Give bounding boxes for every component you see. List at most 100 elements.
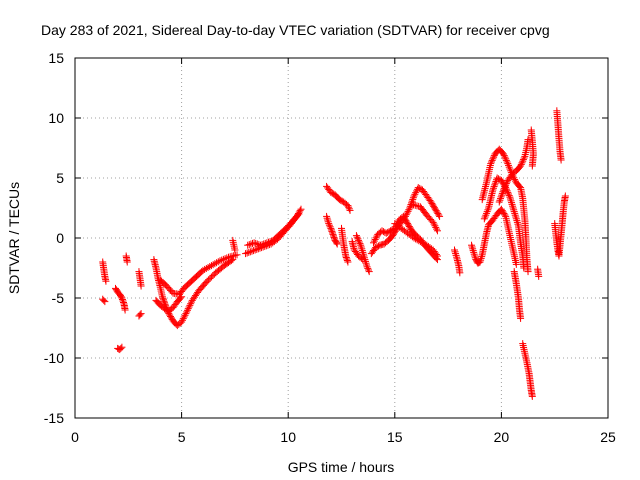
data-point [412, 189, 420, 197]
data-point [219, 255, 227, 263]
series-seg-13 [244, 210, 303, 249]
data-point [181, 311, 189, 319]
data-point [489, 184, 497, 192]
data-point [256, 241, 264, 249]
data-series [99, 107, 569, 400]
data-point [433, 227, 441, 235]
data-point [511, 175, 519, 183]
data-point [516, 182, 524, 190]
data-point [418, 239, 426, 246]
data-point [354, 235, 362, 243]
data-point [182, 310, 190, 318]
data-point [123, 258, 131, 266]
data-point [355, 238, 363, 246]
data-point [482, 211, 490, 219]
plot-frame [74, 57, 609, 419]
series-seg-01 [99, 258, 110, 285]
data-point [357, 241, 365, 249]
data-point [370, 237, 378, 245]
data-point [119, 297, 127, 305]
data-point [478, 253, 486, 261]
chart-title: Day 283 of 2021, Sidereal Day-to-day VTE… [41, 22, 550, 38]
series-seg-24 [468, 205, 520, 268]
data-point [323, 214, 331, 222]
x-tick-label: 25 [600, 429, 616, 445]
data-point [253, 240, 261, 248]
data-point [325, 221, 333, 229]
data-point [389, 232, 397, 240]
data-point [159, 294, 167, 302]
data-point [433, 225, 441, 233]
data-point [185, 303, 193, 311]
data-point [333, 239, 341, 247]
data-point [256, 244, 264, 252]
data-point [404, 207, 412, 215]
data-point [261, 239, 269, 247]
data-point [359, 250, 367, 258]
data-point [247, 240, 255, 248]
data-point [221, 255, 229, 263]
data-point [253, 245, 261, 253]
series-seg-29 [519, 340, 536, 400]
series-seg-30 [527, 126, 537, 170]
data-point [435, 211, 443, 219]
data-point [323, 212, 331, 220]
data-point [513, 217, 521, 225]
data-point [183, 308, 191, 316]
data-point [409, 194, 417, 202]
data-point [456, 269, 464, 277]
data-point [243, 249, 251, 257]
data-point [497, 205, 505, 213]
data-point [363, 261, 371, 269]
data-point [410, 192, 418, 200]
data-point [433, 252, 441, 260]
data-point [186, 301, 194, 309]
data-point [343, 257, 351, 264]
data-point [372, 234, 380, 242]
data-point [167, 312, 175, 320]
y-tick-label: 5 [56, 170, 64, 186]
data-point [403, 209, 411, 217]
data-point [358, 245, 366, 253]
data-point [517, 314, 525, 322]
data-point [374, 242, 382, 250]
data-point [468, 241, 476, 249]
data-point [480, 215, 488, 223]
data-point [216, 257, 224, 265]
data-point [403, 218, 411, 226]
data-point [245, 241, 253, 249]
data-point [490, 153, 498, 161]
data-point [498, 191, 506, 199]
data-point [505, 190, 513, 198]
data-point [118, 294, 126, 302]
series-seg-18 [352, 232, 373, 276]
data-point [187, 300, 195, 308]
data-point [511, 211, 519, 219]
data-point [362, 259, 370, 267]
data-point [505, 192, 513, 200]
data-point [506, 165, 514, 173]
data-point [252, 239, 260, 247]
data-point [501, 211, 509, 219]
data-point [496, 195, 504, 203]
data-point [264, 238, 272, 246]
data-point [502, 180, 510, 188]
data-point [180, 313, 188, 321]
data-point [335, 196, 343, 204]
data-point [506, 195, 514, 203]
data-point [471, 252, 479, 260]
data-point [327, 224, 335, 232]
data-point [372, 244, 380, 252]
data-point [344, 202, 352, 210]
data-point [500, 210, 508, 218]
data-point [118, 296, 126, 303]
x-tick-label: 5 [178, 429, 186, 445]
data-point [177, 294, 185, 302]
data-point [344, 258, 352, 266]
data-point [404, 221, 412, 229]
data-point [471, 254, 479, 262]
data-point [330, 232, 338, 240]
data-point [184, 305, 192, 313]
data-point [519, 157, 527, 165]
data-point [409, 195, 417, 203]
